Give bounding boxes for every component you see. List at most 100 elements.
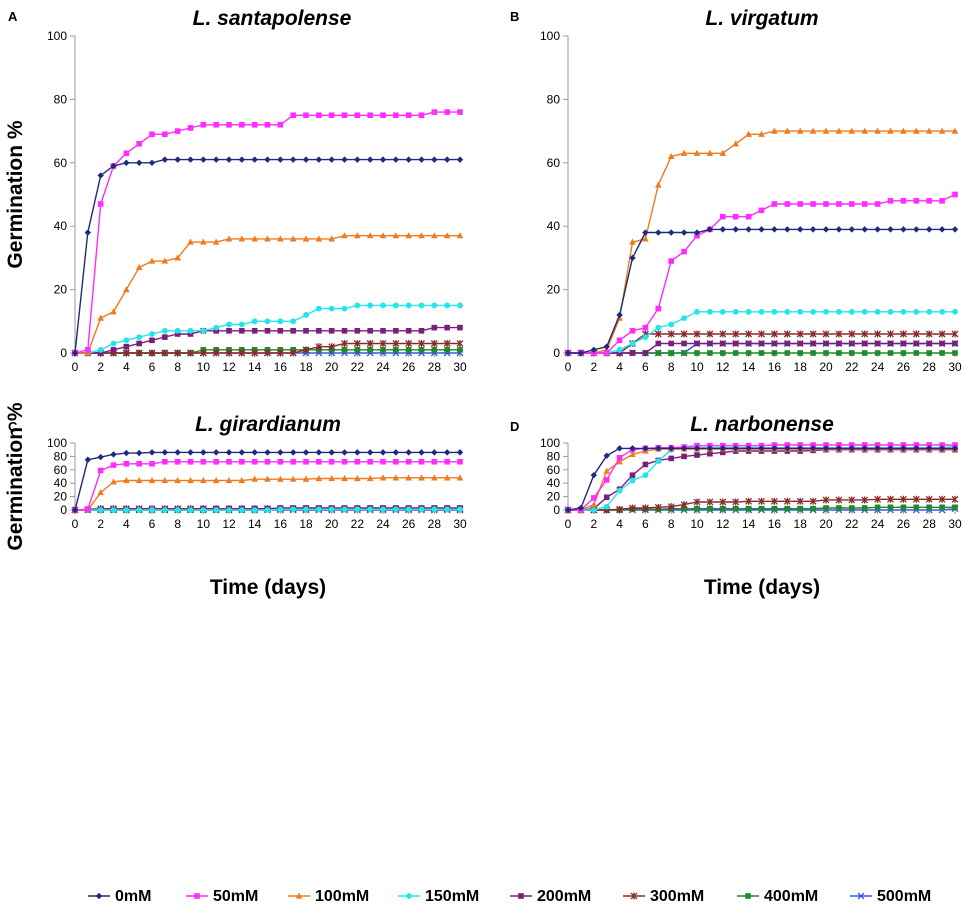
panel-a-point-0mM bbox=[418, 156, 425, 163]
panel-c-point-150mM bbox=[213, 507, 220, 513]
panel-d-xtick-label: 30 bbox=[948, 517, 962, 531]
panel-d-xtick-label: 10 bbox=[690, 517, 704, 531]
panel-c-point-150mM bbox=[303, 506, 309, 513]
panel-d-point-150mM bbox=[603, 503, 610, 510]
panel-c-point-0mM bbox=[277, 449, 284, 456]
panel-a-point-400mM bbox=[457, 347, 463, 353]
panel-c-point-50mM bbox=[200, 458, 207, 465]
panel-d-xtick-label: 26 bbox=[897, 517, 911, 531]
panel-c-xtick-label: 18 bbox=[299, 517, 313, 531]
panel-c-xtick-label: 0 bbox=[72, 517, 79, 531]
panel-a-point-300mM bbox=[122, 349, 130, 357]
panel-c-point-100mM bbox=[200, 477, 207, 484]
panel-d-point-0mM bbox=[706, 445, 714, 452]
panel-a-point-50mM bbox=[303, 112, 309, 119]
panel-b-point-400mM bbox=[668, 350, 674, 356]
panel-d-point-0mM bbox=[642, 445, 649, 452]
panel-a-point-0mM bbox=[366, 156, 374, 163]
panel-d-point-300mM bbox=[616, 505, 624, 513]
panel-b-point-50mM bbox=[926, 198, 932, 204]
panel-b-point-200mM bbox=[629, 350, 636, 356]
panel-a-xtick-label: 0 bbox=[72, 360, 79, 374]
panel-d-point-0mM bbox=[835, 445, 843, 452]
panel-d-point-50mM bbox=[887, 442, 894, 448]
panel-b-point-100mM bbox=[642, 235, 649, 242]
panel-a-series-0mM bbox=[71, 156, 464, 357]
panel-b-point-0mM bbox=[848, 226, 855, 233]
panel-d-point-0mM bbox=[900, 445, 907, 452]
panel-b-point-400mM bbox=[784, 350, 791, 356]
panel-b-point-300mM bbox=[783, 330, 791, 338]
panel-d-xtick-label: 20 bbox=[819, 517, 833, 531]
panel-c-point-150mM bbox=[290, 506, 297, 513]
panel-a-point-300mM bbox=[315, 343, 323, 351]
panel-a-point-50mM bbox=[174, 128, 181, 134]
panel-b-point-150mM bbox=[939, 308, 945, 315]
panel-b-point-100mM bbox=[925, 127, 933, 134]
panel-b-point-100mM bbox=[732, 140, 739, 147]
panel-b-point-150mM bbox=[926, 308, 933, 315]
panel-d-ytick-label: 40 bbox=[547, 476, 561, 490]
panel-b-point-300mM bbox=[925, 330, 933, 338]
panel-b-point-50mM bbox=[655, 305, 662, 312]
panel-d-point-300mM bbox=[887, 495, 894, 503]
panel-c-point-150mM bbox=[174, 507, 181, 513]
panel-b-series-0mM bbox=[564, 226, 959, 357]
panel-c-point-0mM bbox=[97, 453, 104, 461]
panel-a-point-50mM bbox=[213, 121, 219, 128]
panel-b-point-50mM bbox=[720, 213, 726, 220]
panel-c-point-150mM bbox=[444, 506, 451, 513]
panel-b-point-150mM bbox=[952, 308, 958, 315]
panel-b-point-200mM bbox=[720, 340, 726, 347]
panel-c-point-50mM bbox=[213, 458, 219, 465]
panel-a-point-100mM bbox=[456, 232, 464, 239]
panel-b-point-200mM bbox=[823, 340, 829, 347]
legend-marker-150mM bbox=[406, 893, 412, 899]
panel-a-point-200mM bbox=[431, 324, 438, 331]
panel-a-point-150mM bbox=[213, 324, 220, 331]
panel-b-title: L. virgatum bbox=[705, 7, 818, 30]
panel-b-point-300mM bbox=[654, 330, 662, 338]
panel-a-point-100mM bbox=[212, 238, 220, 245]
panel-c-point-150mM bbox=[110, 507, 117, 513]
panel-c-point-150mM bbox=[328, 506, 335, 513]
panel-d-point-400mM bbox=[797, 505, 803, 512]
panel-d-title: L. narbonense bbox=[690, 413, 834, 436]
panel-a-point-200mM bbox=[328, 328, 335, 334]
panel-b-point-200mM bbox=[616, 350, 623, 356]
panel-b-point-150mM bbox=[655, 324, 662, 331]
panel-d-point-0mM bbox=[822, 445, 830, 452]
panel-b-point-0mM bbox=[642, 229, 649, 236]
panel-b-point-300mM bbox=[758, 330, 765, 338]
panel-b-point-100mM bbox=[693, 149, 701, 156]
panel-b-point-100mM bbox=[861, 127, 868, 134]
panel-a-point-300mM bbox=[148, 349, 156, 357]
panel-a-point-300mM bbox=[174, 349, 182, 357]
panel-b-point-50mM bbox=[823, 201, 829, 207]
panel-d-point-0mM bbox=[745, 445, 752, 452]
panel-d-point-50mM bbox=[823, 442, 829, 448]
panel-b-point-100mM bbox=[771, 127, 778, 134]
panel-b-point-100mM bbox=[784, 127, 791, 134]
panel-b-point-400mM bbox=[913, 350, 920, 356]
panel-d-point-0mM bbox=[577, 504, 585, 512]
panel-d-point-0mM bbox=[771, 445, 778, 452]
panel-d-xtick-label: 4 bbox=[616, 517, 623, 531]
legend-label-200mM: 200mM bbox=[537, 888, 591, 905]
panel-b-point-100mM bbox=[796, 127, 804, 134]
panel-c-point-50mM bbox=[444, 458, 450, 465]
panel-b-ytick-label: 40 bbox=[547, 219, 561, 233]
panel-a-point-400mM bbox=[354, 347, 361, 353]
panel-b-point-150mM bbox=[745, 308, 752, 315]
panel-b-point-0mM bbox=[951, 226, 959, 233]
panel-a-point-300mM bbox=[418, 339, 425, 347]
panel-a-ytick-label: 0 bbox=[60, 346, 67, 360]
panel-b-xtick-label: 22 bbox=[845, 360, 859, 374]
panel-a-point-0mM bbox=[123, 159, 130, 166]
panel-c-point-0mM bbox=[289, 449, 297, 456]
panel-a-point-50mM bbox=[444, 109, 450, 115]
panel-c-letter: C bbox=[8, 419, 18, 434]
panel-a-point-300mM bbox=[443, 339, 451, 347]
